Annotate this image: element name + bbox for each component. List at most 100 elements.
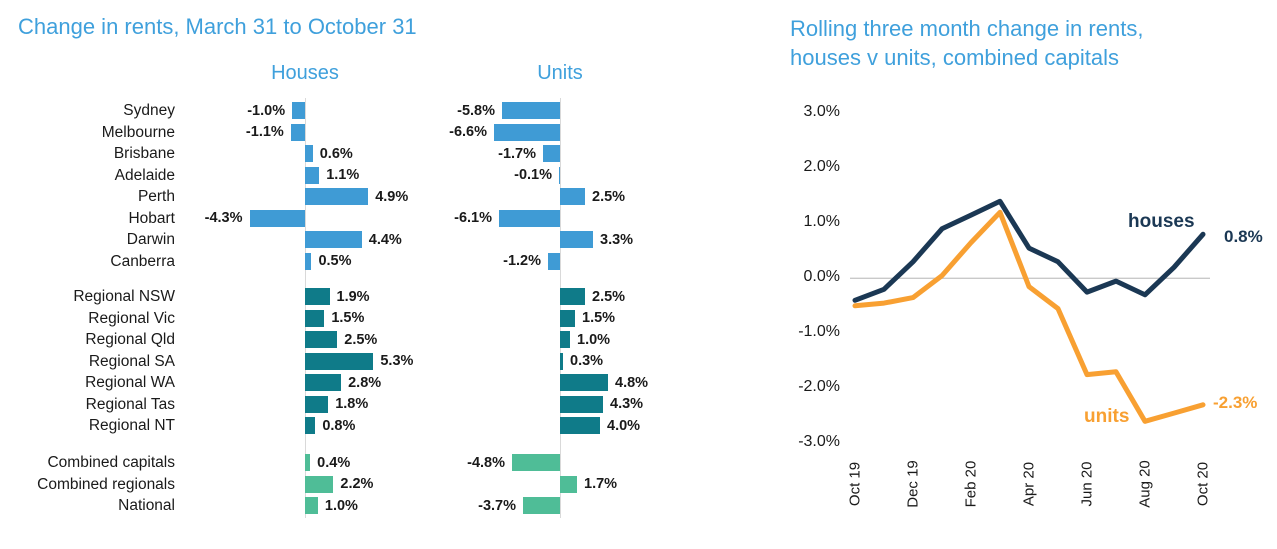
bar-row-national: National 1.0% -3.7% xyxy=(0,495,745,517)
houses-cell: -4.3% xyxy=(180,208,430,230)
houses-value-label: -1.0% xyxy=(247,102,286,119)
units-value-label: 0.3% xyxy=(570,353,604,370)
x-tick-label: Dec 19 xyxy=(904,460,922,508)
units-bar-regional-qld xyxy=(560,331,570,349)
units-column-header: Units xyxy=(537,62,583,84)
houses-bar-adelaide xyxy=(305,166,320,184)
houses-bar-regional-sa xyxy=(305,352,374,370)
y-tick-label: 0.0% xyxy=(803,268,840,286)
bar-row-combined-regionals: Combined regionals 2.2% 1.7% xyxy=(0,474,745,496)
y-tick-label: -3.0% xyxy=(798,433,840,451)
y-tick-label: 1.0% xyxy=(803,213,840,231)
row-label: Regional WA xyxy=(85,374,175,391)
houses-cell: 0.8% xyxy=(180,415,430,437)
units-cell: 4.0% xyxy=(430,415,742,437)
houses-cell: 5.3% xyxy=(180,351,430,373)
units-zero-axis xyxy=(560,98,561,518)
units-value-label: 2.5% xyxy=(592,188,626,205)
houses-value-label: 2.2% xyxy=(340,476,374,493)
houses-value-label: 1.5% xyxy=(331,310,365,327)
houses-cell: 1.9% xyxy=(180,286,430,308)
houses-bar-melbourne xyxy=(290,123,305,141)
row-label: Regional Vic xyxy=(88,309,175,327)
x-tick-label: Apr 20 xyxy=(1020,461,1038,507)
houses-bar-canberra xyxy=(305,252,312,270)
units-value-label: 1.0% xyxy=(577,331,611,348)
houses-cell: 1.5% xyxy=(180,308,430,330)
houses-column-header: Houses xyxy=(271,62,339,84)
x-tick-label: Feb 20 xyxy=(962,460,980,508)
houses-cell: 1.1% xyxy=(180,165,430,187)
row-label: Regional NT xyxy=(88,417,175,434)
units-bar-hobart xyxy=(499,209,560,227)
row-label: Sydney xyxy=(123,102,175,119)
houses-cell: 2.5% xyxy=(180,329,430,351)
bar-row-regional-wa: Regional WA 2.8% 4.8% xyxy=(0,372,745,394)
units-cell: -6.1% xyxy=(430,208,742,230)
houses-bar-hobart xyxy=(249,209,305,227)
bar-row-regional-vic: Regional Vic 1.5% 1.5% xyxy=(0,308,745,330)
row-label: Regional SA xyxy=(88,352,175,370)
houses-bar-regional-tas xyxy=(305,395,329,413)
bar-row-perth: Perth 4.9% 2.5% xyxy=(0,186,745,208)
bar-chart-title: Change in rents, March 31 to October 31 xyxy=(18,14,417,39)
units-bar-melbourne xyxy=(494,123,560,141)
bar-row-sydney: Sydney -1.0% -5.8% xyxy=(0,100,745,122)
bar-row-combined-capitals: Combined capitals 0.4% -4.8% xyxy=(0,452,745,474)
houses-bar-regional-vic xyxy=(305,309,325,327)
houses-bar-combined-regionals xyxy=(305,475,334,493)
units-bar-brisbane xyxy=(543,145,560,163)
bar-row-regional-nsw: Regional NSW 1.9% 2.5% xyxy=(0,286,745,308)
units-cell: -1.2% xyxy=(430,251,742,273)
line-plot xyxy=(850,198,1210,424)
houses-cell: 2.8% xyxy=(180,372,430,394)
houses-value-label: -4.3% xyxy=(204,210,243,227)
units-series-label: units xyxy=(1084,406,1130,427)
units-bar-sydney xyxy=(502,102,560,120)
units-value-label: 1.5% xyxy=(582,310,616,327)
units-cell: 2.5% xyxy=(430,186,742,208)
units-value-label: 2.5% xyxy=(592,288,626,305)
units-cell: 3.3% xyxy=(430,229,742,251)
units-bar-adelaide xyxy=(559,166,560,184)
units-cell: -1.7% xyxy=(430,143,742,165)
row-label: Hobart xyxy=(128,209,175,227)
x-tick-label: Oct 20 xyxy=(1194,461,1212,507)
houses-value-label: 4.9% xyxy=(375,188,409,205)
row-label: National xyxy=(118,497,175,514)
houses-bar-regional-wa xyxy=(305,374,342,392)
units-bar-combined-regionals xyxy=(560,475,577,493)
units-bar-regional-sa xyxy=(560,352,563,370)
bar-row-regional-tas: Regional Tas 1.8% 4.3% xyxy=(0,394,745,416)
houses-value-label: 1.9% xyxy=(336,288,370,305)
bar-row-brisbane: Brisbane 0.6% -1.7% xyxy=(0,143,745,165)
houses-cell: -1.0% xyxy=(180,100,430,122)
y-tick-label: 2.0% xyxy=(803,158,840,176)
y-tick-label: -1.0% xyxy=(798,323,840,341)
units-bar-regional-vic xyxy=(560,309,575,327)
houses-cell: 0.6% xyxy=(180,143,430,165)
units-cell: 1.7% xyxy=(430,474,742,496)
houses-bar-national xyxy=(305,497,318,515)
units-cell: 4.8% xyxy=(430,372,742,394)
group-gap xyxy=(0,272,745,286)
units-cell: 4.3% xyxy=(430,394,742,416)
line-chart-title: Rolling three month change in rents, hou… xyxy=(790,14,1143,72)
houses-bar-brisbane xyxy=(305,145,313,163)
row-label: Melbourne xyxy=(101,123,175,141)
units-cell: 1.5% xyxy=(430,308,742,330)
houses-cell: -1.1% xyxy=(180,122,430,144)
row-label: Regional NSW xyxy=(73,288,175,305)
group-gap xyxy=(0,437,745,453)
units-bar-canberra xyxy=(548,252,560,270)
houses-value-label: 1.0% xyxy=(324,497,358,514)
line-chart-title-line1: Rolling three month change in rents, xyxy=(790,16,1144,41)
row-label: Darwin xyxy=(126,231,175,248)
houses-series-label: houses xyxy=(1128,211,1195,232)
houses-bar-regional-nt xyxy=(305,417,316,435)
row-label: Adelaide xyxy=(114,166,175,184)
units-bar-darwin xyxy=(560,231,593,249)
houses-bar-regional-nsw xyxy=(305,288,330,306)
row-label: Combined capitals xyxy=(47,454,175,471)
units-value-label: -4.8% xyxy=(467,454,505,471)
